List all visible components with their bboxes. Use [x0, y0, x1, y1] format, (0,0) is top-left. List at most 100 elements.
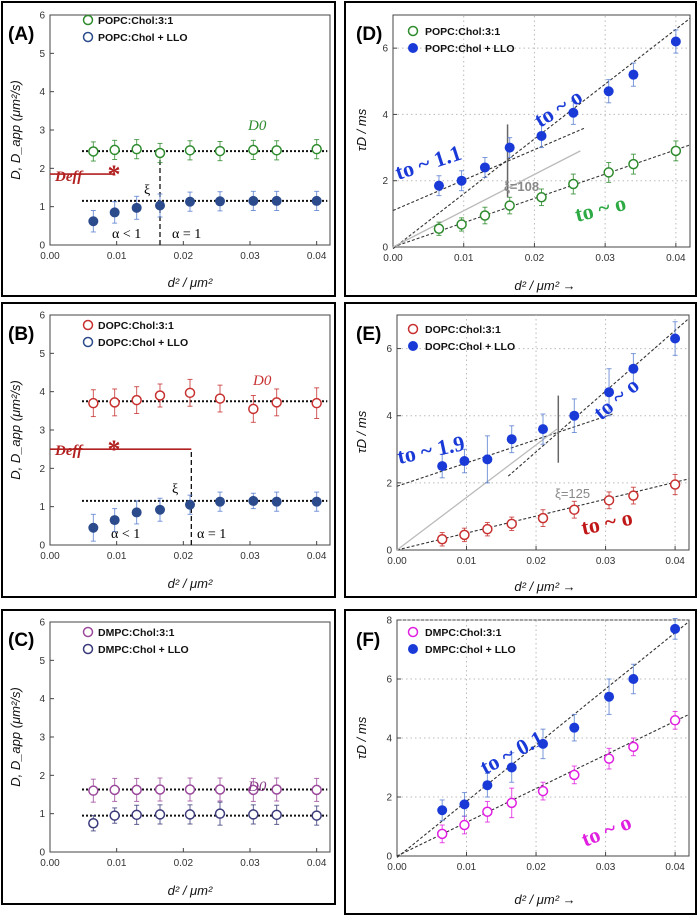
y-tick-label: 6: [39, 11, 45, 22]
data-point: [88, 785, 99, 796]
d0-annotation: D0: [247, 118, 267, 134]
panel-f-points: [436, 618, 681, 844]
data-point: [569, 504, 580, 515]
panel-a-x-ticks: 0.00 0.01 0.02 0.03 0.04: [40, 241, 327, 262]
data-point: [248, 495, 259, 506]
data-point: [537, 785, 549, 797]
alpha-lt-annotation: α < 1: [111, 527, 140, 542]
panel-f-y-ticks: 0 2 4 6 8: [386, 616, 401, 863]
panel-e-frame: [344, 302, 697, 598]
fit-line: [396, 428, 558, 551]
y-tick-label: 3: [39, 733, 45, 744]
panel-e-y-label: τD / ms: [354, 410, 369, 453]
legend-label: DMPC:Chol:3:1: [98, 627, 175, 639]
panel-d-legend: POPC:Chol:3:1 POPC:Chol + LLO: [407, 25, 515, 55]
y-tick-label: 3: [39, 426, 45, 437]
panel-f-y-label: τD / ms: [354, 716, 369, 759]
y-tick-label: 1: [39, 502, 45, 513]
data-point: [536, 192, 547, 203]
legend-marker-open: [82, 319, 94, 331]
panel-a-points: [88, 139, 322, 233]
data-point: [88, 216, 99, 227]
legend-marker-open: [82, 336, 94, 348]
x-tick-label: 0.02: [526, 862, 546, 873]
panel-b-y-label: D, D_app (μm²/s): [8, 380, 23, 480]
data-point: [311, 784, 322, 796]
alpha-eq-annotation: α = 1: [197, 527, 226, 542]
data-point: [504, 200, 515, 211]
panel-f-x-ticks: 0.00 0.01 0.02 0.03 0.04: [387, 852, 685, 873]
y-tick-label: 2: [39, 164, 45, 175]
data-point: [311, 195, 322, 206]
x-tick-label: 0.03: [240, 858, 260, 869]
data-point: [603, 495, 615, 506]
data-point: [437, 461, 448, 472]
panel-e-legend: DOPC:Chol:3:1 DOPC:Chol + LLO: [407, 323, 515, 353]
data-point: [459, 529, 470, 541]
deff-asterisk: *: [108, 160, 121, 189]
panel-f: (F) 0 2 4 6 8 0.00 0.01 0.02 0.03 0.04 DMPC:Chol…: [344, 609, 697, 915]
data-point: [88, 146, 99, 157]
legend-marker-filled: [408, 43, 418, 53]
panel-b-x-ticks: 0.00 0.01 0.02 0.03 0.04: [40, 541, 327, 562]
panel-b-frame: [1, 302, 336, 598]
data-point: [311, 397, 322, 409]
xi-annotation: ξ=108: [504, 179, 539, 194]
data-point: [456, 219, 467, 230]
y-tick-label: 3: [39, 126, 45, 137]
panel-c-y-ticks: 0 1 2 3 4 5 6: [39, 618, 54, 859]
data-point: [670, 333, 681, 344]
y-tick-label: 4: [39, 694, 45, 705]
data-point: [131, 202, 142, 213]
data-point: [154, 390, 166, 401]
panel-f-label: (F): [356, 630, 380, 651]
data-point: [248, 809, 259, 820]
y-tick-label: 4: [382, 110, 388, 121]
deff-annotation: Deff: [54, 169, 84, 185]
xi-annotation: ξ: [172, 482, 178, 497]
data-point: [569, 410, 580, 421]
data-point: [433, 180, 444, 191]
x-tick-label: 0.00: [40, 551, 60, 562]
x-tick-label: 0.04: [307, 551, 327, 562]
data-point: [459, 799, 470, 810]
panel-d-y-label: τD / ms: [354, 108, 369, 151]
fit-line: [392, 150, 581, 248]
data-point: [88, 522, 99, 533]
fit-line: [396, 413, 613, 487]
legend-marker-open: [82, 31, 94, 43]
data-point: [482, 454, 493, 465]
x-tick-label: 0.02: [525, 253, 545, 264]
x-tick-label: 0.01: [107, 551, 127, 562]
data-point: [670, 145, 682, 157]
panel-b-label: (B): [8, 324, 34, 345]
legend-label: DMPC:Chol + LLO: [425, 644, 516, 656]
data-point: [214, 393, 226, 404]
data-point: [271, 496, 282, 507]
data-point: [459, 456, 470, 467]
data-point: [214, 145, 226, 157]
panel-e-label: (E): [356, 324, 381, 345]
data-point: [271, 809, 282, 821]
data-point: [569, 769, 580, 781]
xi-annotation: ξ=125: [555, 486, 590, 501]
data-point: [456, 175, 467, 186]
x-tick-label: 0.02: [174, 858, 194, 869]
data-point: [628, 674, 639, 684]
x-tick-label: 0.01: [107, 251, 127, 262]
legend-label: DOPC:Chol:3:1: [98, 320, 174, 332]
y-tick-label: 8: [386, 616, 392, 627]
y-tick-label: 2: [39, 464, 45, 475]
data-point: [311, 143, 322, 155]
x-tick-label: 0.03: [595, 253, 615, 264]
data-point: [131, 809, 142, 821]
data-point: [669, 715, 681, 726]
data-point: [184, 784, 196, 795]
panel-f-legend: DMPC:Chol:3:1 DMPC:Chol + LLO: [407, 626, 516, 656]
data-point: [248, 195, 259, 206]
d0-annotation: D0: [252, 373, 272, 389]
x-tick-label: 0.04: [666, 253, 686, 264]
d0-annotation: D0: [247, 779, 267, 795]
panel-a-y-label: D, D_app (μm²/s): [8, 80, 23, 180]
